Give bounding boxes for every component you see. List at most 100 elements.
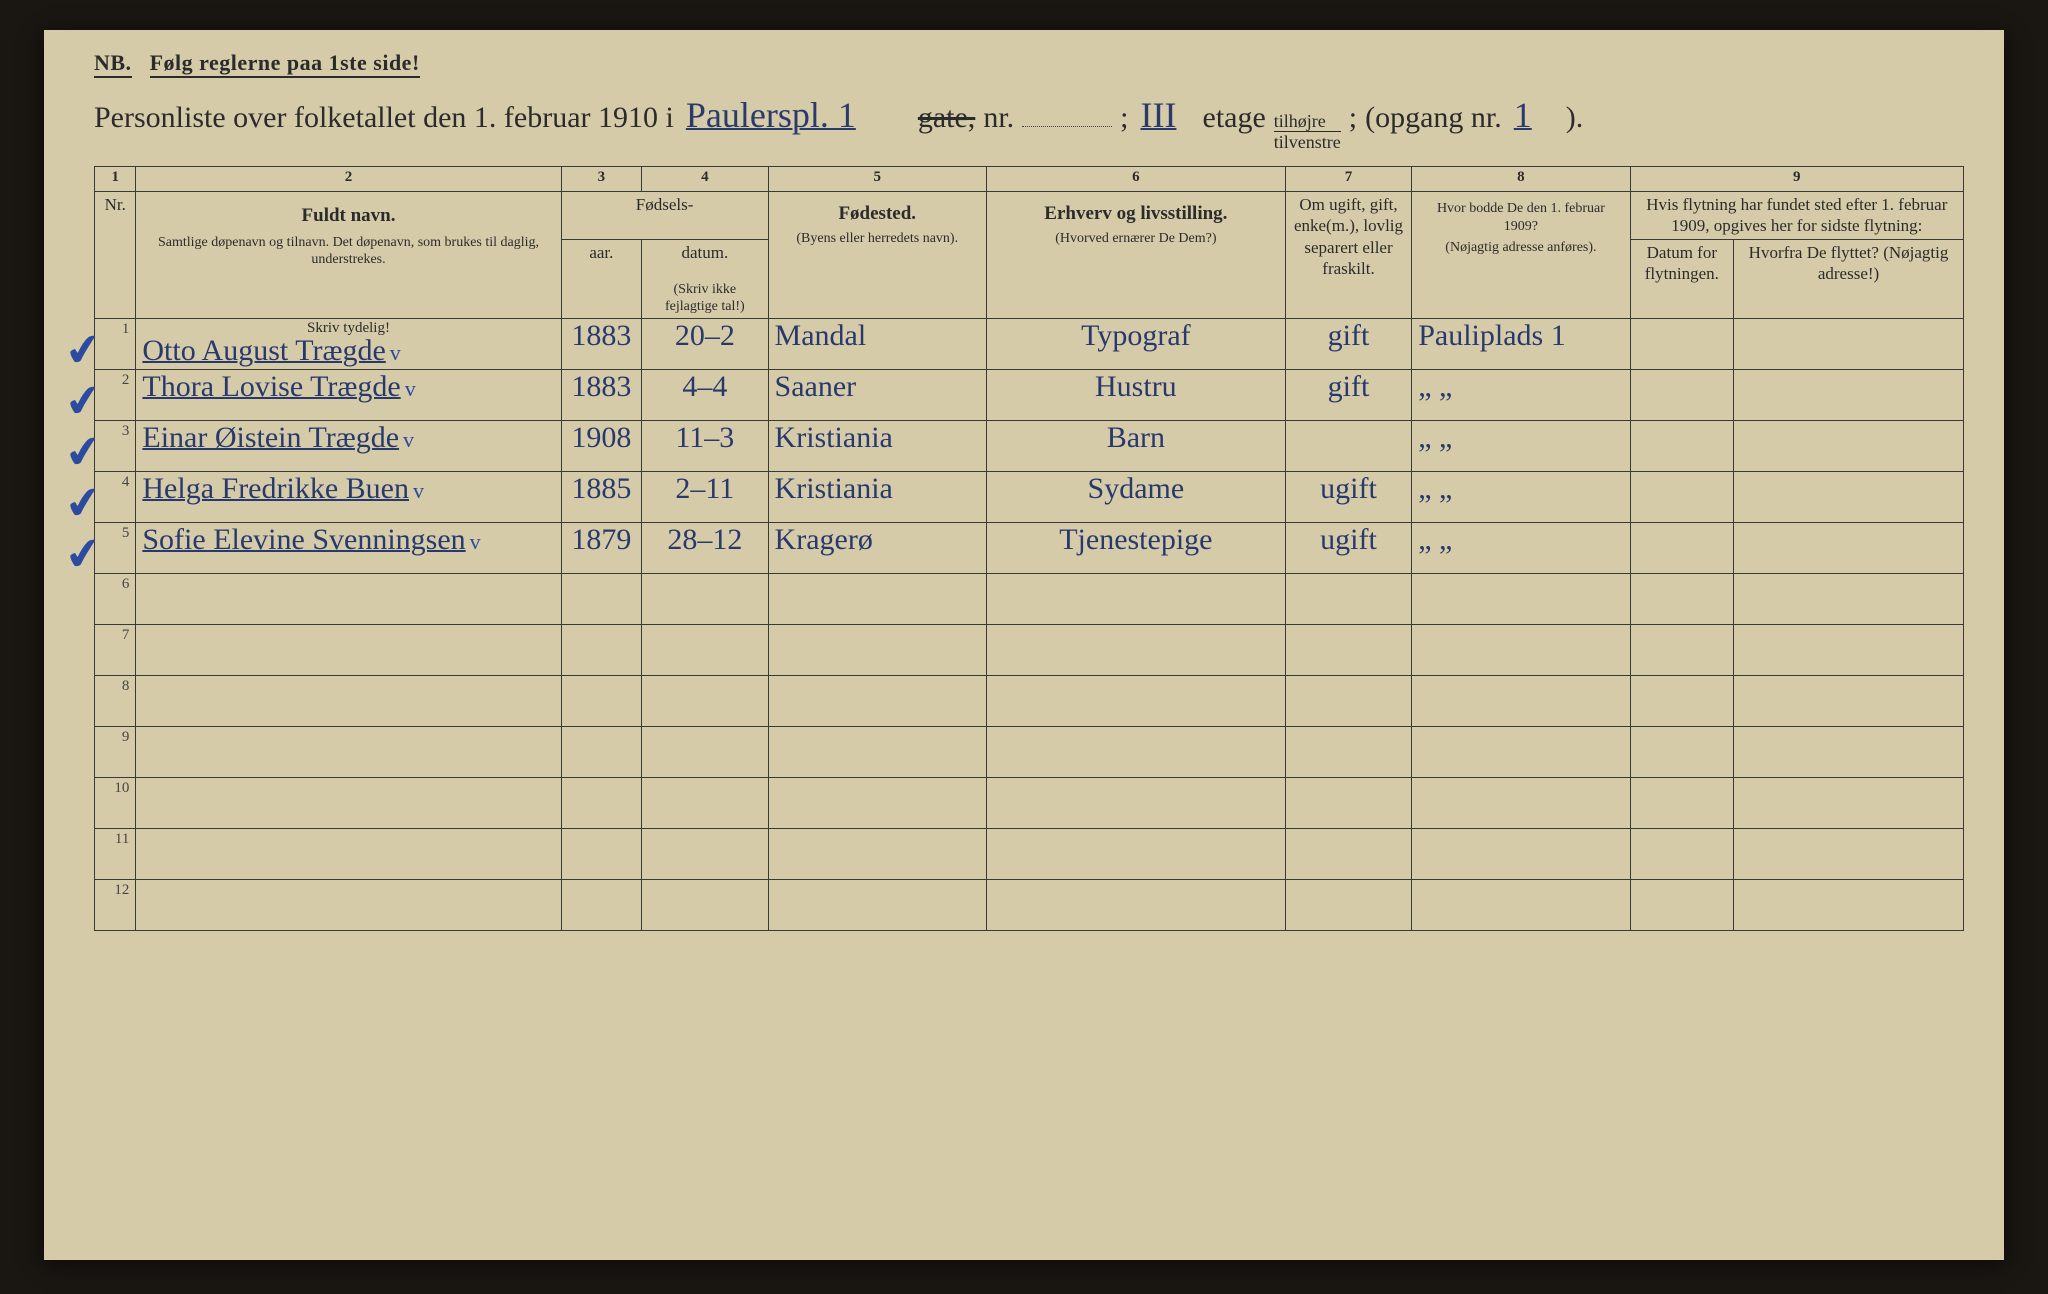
row-number: ✔5 [95,522,136,573]
cell-place [768,879,986,930]
hdr-occ-small: (Hvorved ernærer De Dem?) [993,230,1279,248]
hdr-birth-small: (Skriv ikke fejlagtige tal!) [648,281,761,316]
cell-address: „ „ [1412,420,1630,471]
cell-marital [1285,777,1411,828]
row-number: ✔4 [95,471,136,522]
cell-move-date [1630,471,1733,522]
table-row: ✔3 Einar Øistein Trægdev 1908 11–3 Krist… [95,420,1964,471]
cell-move-from [1734,522,1964,573]
hdr-place-small: (Byens eller herredets navn). [775,230,980,248]
hdr-occ-big: Erhverv og livsstilling. [1044,203,1227,224]
table-row: 11 [95,828,1964,879]
cell-name: Skriv tydelig!Otto August Trægdev [136,318,561,369]
header-row-1: Nr. Fuldt navn. Samtlige døpenavn og til… [95,192,1964,240]
cell-move-date [1630,522,1733,573]
cell-address: Pauliplads 1 [1412,318,1630,369]
cell-place: Kragerø [768,522,986,573]
cell-year: 1883 [561,318,641,369]
cell-date [642,777,768,828]
cell-place [768,573,986,624]
cell-date [642,624,768,675]
table-row: 7 [95,624,1964,675]
cell-date [642,726,768,777]
cell-address [1412,726,1630,777]
cell-occupation: Barn [986,420,1285,471]
cell-marital: ugift [1285,522,1411,573]
colnum: 3 [561,167,641,192]
cell-marital [1285,675,1411,726]
cell-year [561,726,641,777]
hdr-occ: Erhverv og livsstilling. (Hvorved ernære… [986,192,1285,319]
cell-occupation [986,624,1285,675]
cell-move-date [1630,573,1733,624]
cell-move-from [1734,573,1964,624]
cell-occupation [986,573,1285,624]
cell-address [1412,573,1630,624]
colnum: 7 [1285,167,1411,192]
cell-name: Sofie Elevine Svenningsenv [136,522,561,573]
hdr-date-label: datum. [648,242,761,263]
cell-move-from [1734,726,1964,777]
table-row: 6 [95,573,1964,624]
row-number: 9 [95,726,136,777]
cell-place [768,726,986,777]
cell-date [642,675,768,726]
hdr-move-top: Hvis flytning har fundet sted efter 1. f… [1630,192,1963,240]
hdr-move-date: Datum for flytningen. [1630,239,1733,318]
table-row: ✔2 Thora Lovise Trægdev 1883 4–4 Saaner … [95,369,1964,420]
cell-year: 1908 [561,420,641,471]
cell-place [768,828,986,879]
cell-occupation [986,777,1285,828]
cell-name [136,879,561,930]
table-row: 9 [95,726,1964,777]
cell-move-from [1734,420,1964,471]
street-handwritten: Paulerspl. 1 [682,94,910,136]
cell-date: 2–11 [642,471,768,522]
cell-marital: ugift [1285,471,1411,522]
cell-occupation [986,879,1285,930]
census-form-page: NB. Følg reglerne paa 1ste side! Personl… [44,30,2004,1260]
hdr-birth-date: datum. (Skriv ikke fejlagtige tal!) [642,239,768,318]
tilhojre: tilhøjre [1274,112,1341,132]
cell-year [561,879,641,930]
cell-move-date [1630,726,1733,777]
table-row: ✔1 Skriv tydelig!Otto August Trægdev 188… [95,318,1964,369]
row-number: 10 [95,777,136,828]
title-row: Personliste over folketallet den 1. febr… [94,94,1964,152]
cell-move-date [1630,879,1733,930]
cell-move-from [1734,624,1964,675]
hdr-birth-top: Fødsels- [561,192,768,240]
cell-address [1412,777,1630,828]
hdr-year-label: aar. [568,242,635,263]
cell-address [1412,675,1630,726]
cell-marital [1285,624,1411,675]
colnum: 5 [768,167,986,192]
cell-place [768,777,986,828]
nb-label: NB. [94,50,132,78]
cell-year [561,828,641,879]
cell-place: Kristiania [768,420,986,471]
cell-name [136,777,561,828]
title-prefix: Personliste over folketallet den 1. febr… [94,101,674,135]
cell-place: Mandal [768,318,986,369]
cell-occupation: Tjenestepige [986,522,1285,573]
cell-address: „ „ [1412,522,1630,573]
cell-place: Kristiania [768,471,986,522]
cell-marital [1285,420,1411,471]
row-number: 11 [95,828,136,879]
nr-label: nr. [983,101,1014,135]
hdr-addr: Hvor bodde De den 1. februar 1909? (Nøja… [1412,192,1630,319]
cell-occupation: Typograf [986,318,1285,369]
cell-address [1412,624,1630,675]
colnum: 2 [136,167,561,192]
colnum: 4 [642,167,768,192]
cell-move-from [1734,369,1964,420]
semi1: ; [1120,101,1128,135]
row-number: 8 [95,675,136,726]
cell-name [136,624,561,675]
cell-move-date [1630,624,1733,675]
hdr-place-big: Fødested. [838,203,916,224]
cell-move-from [1734,471,1964,522]
colnum: 6 [986,167,1285,192]
cell-move-date [1630,420,1733,471]
